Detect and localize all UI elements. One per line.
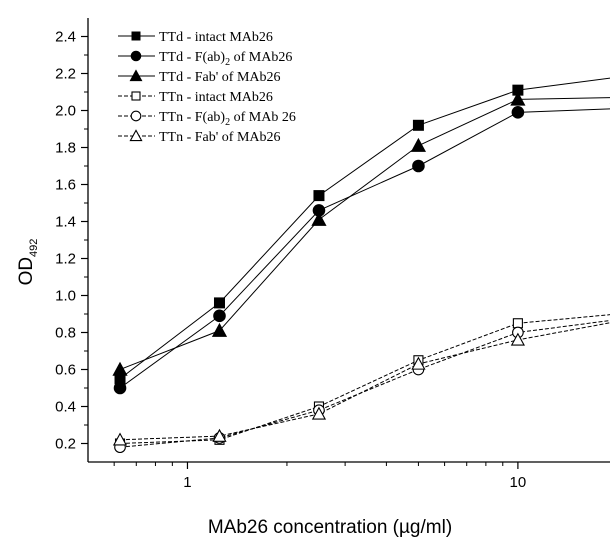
legend-label: TTn - intact MAb26 — [159, 90, 273, 105]
y-tick-label: 0.2 — [55, 436, 76, 453]
y-tick-label: 1.6 — [55, 177, 76, 194]
series-line-1 — [119, 77, 610, 380]
data-point-triangle — [129, 129, 143, 142]
data-point-triangle — [112, 361, 128, 376]
data-point-square — [412, 119, 424, 131]
legend-label: TTn - Fab' of MAb26 — [159, 130, 281, 145]
y-tick-label: 2.2 — [55, 66, 76, 83]
legend-subscript: 2 — [225, 117, 230, 128]
x-axis-title: MAb26 concentration (µg/ml) — [208, 517, 452, 538]
data-point-triangle — [510, 91, 526, 106]
legend-label-part: TTn - intact MAb26 — [159, 90, 273, 105]
y-axis-title: OD492 — [16, 239, 40, 286]
legend-label-part: TTd - F(ab) — [159, 50, 225, 65]
data-point-square — [131, 31, 141, 41]
x-tick-label: 10 — [510, 474, 527, 491]
data-point-triangle — [112, 432, 128, 446]
y-tick-label: 2.4 — [55, 29, 76, 46]
data-point-triangle — [411, 356, 426, 370]
y-tick-label: 2.0 — [55, 103, 76, 120]
x-axis: 1 10 — [113, 462, 527, 491]
series-lines — [119, 77, 610, 448]
data-point-circle — [130, 50, 142, 62]
data-point-triangle — [510, 332, 525, 346]
y-tick-label: 0.8 — [55, 325, 76, 342]
legend-label: TTd - intact MAb26 — [159, 30, 273, 45]
data-point-triangle — [311, 406, 327, 420]
data-point-square — [213, 297, 225, 309]
series-line-6 — [120, 322, 610, 441]
data-point-circle — [113, 381, 127, 395]
data-point-triangle — [211, 322, 228, 337]
y-axis-title-subscript: 492 — [28, 239, 40, 257]
y-tick-label: 1.8 — [55, 140, 76, 157]
y-tick-label: 0.6 — [55, 362, 76, 379]
legend-label-part: TTd - intact MAb26 — [159, 30, 273, 45]
series-line-3 — [119, 97, 610, 370]
y-tick-label: 1.2 — [55, 251, 76, 268]
series-line-4 — [120, 314, 610, 444]
legend-label-part: of MAb26 — [230, 50, 292, 65]
data-point-triangle — [410, 137, 427, 152]
y-axis-title-main: OD — [16, 257, 37, 286]
y-tick-label: 1.0 — [55, 288, 76, 305]
series-line-2 — [119, 108, 610, 389]
data-point-square — [512, 318, 523, 329]
data-point-circle — [511, 106, 525, 119]
legend-label: TTd - Fab' of MAb26 — [159, 70, 281, 85]
data-point-circle — [412, 159, 425, 173]
data-point-circle — [130, 110, 142, 122]
data-point-triangle — [212, 428, 227, 442]
series-markers — [112, 84, 610, 454]
y-axis: 0.2 0.4 0.6 0.8 1.0 1.2 1.4 1.6 1.8 2.0 2.2 2.4 — [55, 29, 88, 453]
data-point-circle — [213, 309, 226, 323]
legend-label-part: TTn - F(ab) — [159, 110, 225, 125]
data-point-square — [313, 190, 325, 202]
legend-label-part: TTn - Fab' of MAb26 — [159, 130, 281, 145]
y-tick-label: 1.4 — [55, 214, 76, 231]
data-point-triangle — [311, 211, 327, 226]
legend-subscript: 2 — [225, 57, 230, 68]
series-line-5 — [119, 320, 610, 448]
y-tick-label: 0.4 — [55, 399, 76, 416]
legend-label: TTn - F(ab)2 of MAb 26 — [159, 110, 296, 128]
legend-label-part: of MAb 26 — [230, 110, 296, 125]
data-point-square — [131, 91, 141, 101]
data-point-triangle — [129, 69, 143, 82]
x-tick-label: 1 — [183, 474, 191, 491]
legend-label: TTd - F(ab)2 of MAb26 — [159, 50, 292, 68]
legend-label-part: TTd - Fab' of MAb26 — [159, 70, 281, 85]
